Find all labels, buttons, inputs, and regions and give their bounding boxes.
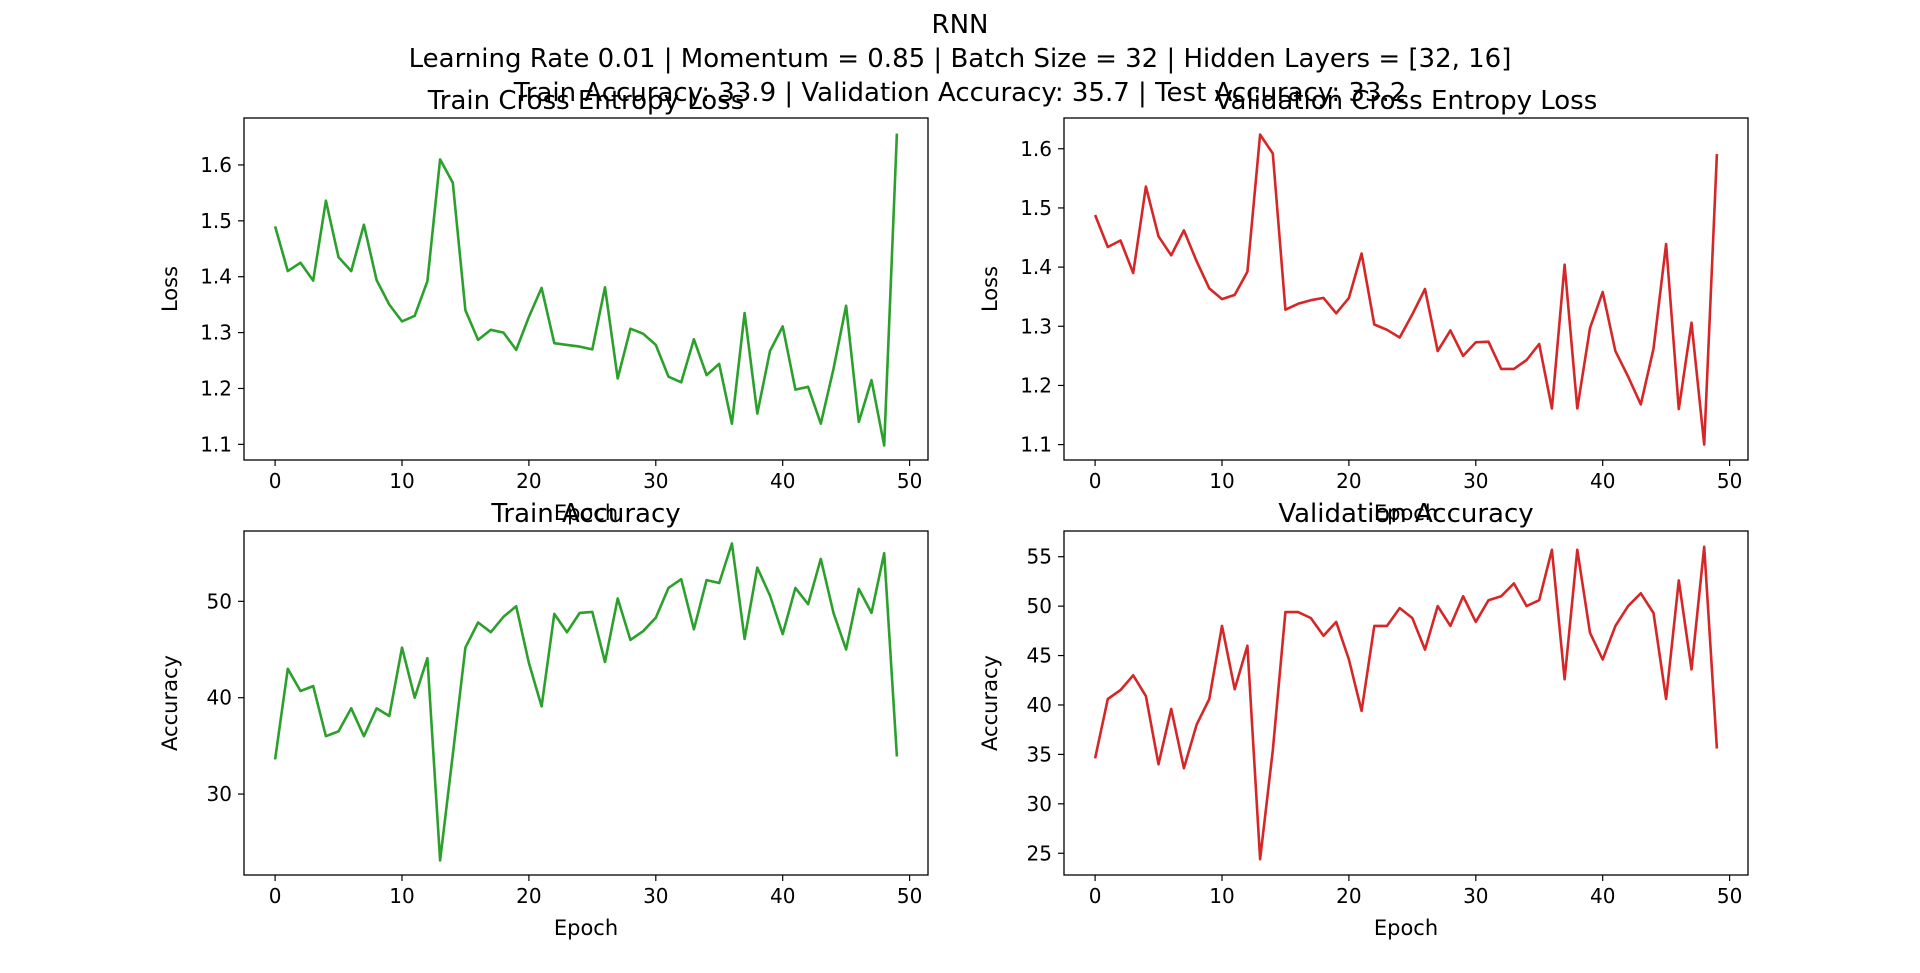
x-tick-label: 50 — [1717, 884, 1742, 908]
subplot-title: Validation Cross Entropy Loss — [1215, 86, 1598, 116]
x-tick-label: 30 — [1463, 884, 1488, 908]
y-tick-label: 1.6 — [1020, 137, 1052, 161]
x-axis-label: Epoch — [1374, 501, 1438, 525]
series-line — [1093, 545, 1719, 861]
x-tick-label: 20 — [1336, 469, 1361, 493]
subplot-title: Validation Accuracy — [1278, 499, 1533, 529]
figure-title-line-3: Train Accuracy: 33.9 | Validation Accura… — [513, 78, 1407, 108]
x-axis-label: Epoch — [554, 501, 618, 525]
y-tick-label: 1.1 — [200, 432, 232, 456]
y-tick-label: 40 — [207, 686, 232, 710]
axes-frame — [243, 117, 929, 461]
x-tick-label: 50 — [1717, 469, 1742, 493]
x-tick-label: 20 — [1336, 884, 1361, 908]
y-tick-label: 25 — [1027, 841, 1052, 865]
x-tick-label: 50 — [897, 469, 922, 493]
x-tick-label: 10 — [1209, 884, 1234, 908]
axes-frame — [243, 530, 929, 876]
x-tick-label: 0 — [269, 884, 282, 908]
y-tick-label: 1.2 — [1020, 373, 1052, 397]
y-tick-label: 1.5 — [1020, 196, 1052, 220]
y-tick-label: 1.6 — [200, 153, 232, 177]
x-tick-label: 50 — [897, 884, 922, 908]
axes-frame — [1063, 117, 1749, 461]
x-tick-label: 30 — [643, 884, 668, 908]
series-line — [273, 133, 899, 447]
y-tick-label: 40 — [1027, 693, 1052, 717]
y-tick-label: 45 — [1027, 644, 1052, 668]
y-axis-label: Accuracy — [978, 655, 1002, 751]
x-tick-label: 0 — [1089, 884, 1102, 908]
series-line — [273, 542, 899, 862]
y-tick-label: 1.4 — [1020, 255, 1052, 279]
figure-title-line-2: Learning Rate 0.01 | Momentum = 0.85 | B… — [408, 44, 1512, 74]
x-tick-label: 20 — [516, 469, 541, 493]
figure-title-line-1: RNN — [931, 10, 989, 40]
x-tick-label: 0 — [269, 469, 282, 493]
x-tick-label: 40 — [1590, 469, 1615, 493]
subplot-title: Train Cross Entropy Loss — [427, 86, 745, 116]
y-axis-label: Loss — [158, 266, 182, 312]
subplot-1: 0 10 20 30 40 50 1.1 1.2 1.3 1.4 1.5 1.6 Epoch Loss Tr… — [158, 86, 929, 525]
x-tick-label: 10 — [389, 469, 414, 493]
y-tick-label: 55 — [1027, 545, 1052, 569]
subplot-title: Train Accuracy — [490, 499, 680, 529]
y-tick-label: 30 — [1027, 792, 1052, 816]
y-tick-label: 1.1 — [1020, 433, 1052, 457]
axes-frame — [1063, 530, 1749, 876]
x-tick-label: 20 — [516, 884, 541, 908]
y-tick-label: 30 — [207, 782, 232, 806]
subplot-2: 0 10 20 30 40 50 1.1 1.2 1.3 1.4 1.5 1.6 Epoch Loss Va… — [978, 86, 1749, 525]
y-tick-label: 1.3 — [1020, 314, 1052, 338]
y-tick-label: 50 — [207, 589, 232, 613]
x-tick-label: 30 — [1463, 469, 1488, 493]
y-axis-label: Loss — [978, 266, 1002, 312]
series-line — [1093, 133, 1719, 446]
x-tick-label: 10 — [1209, 469, 1234, 493]
subplot-4: 0 10 20 30 40 50 25 30 35 40 45 50 55 Epoch Accuracy Va… — [978, 499, 1749, 940]
y-axis-label: Accuracy — [158, 655, 182, 751]
x-axis-label: Epoch — [554, 916, 618, 940]
y-tick-label: 1.3 — [200, 321, 232, 345]
y-tick-label: 1.2 — [200, 376, 232, 400]
x-tick-label: 40 — [1590, 884, 1615, 908]
x-axis-label: Epoch — [1374, 916, 1438, 940]
y-tick-label: 50 — [1027, 594, 1052, 618]
y-tick-label: 1.5 — [200, 209, 232, 233]
y-tick-label: 35 — [1027, 742, 1052, 766]
x-tick-label: 30 — [643, 469, 668, 493]
x-tick-label: 0 — [1089, 469, 1102, 493]
x-tick-label: 40 — [770, 884, 795, 908]
x-tick-label: 40 — [770, 469, 795, 493]
subplot-3: 0 10 20 30 40 50 30 40 50 Epoch Accuracy Train Accu… — [158, 499, 929, 940]
y-tick-label: 1.4 — [200, 265, 232, 289]
x-tick-label: 10 — [389, 884, 414, 908]
